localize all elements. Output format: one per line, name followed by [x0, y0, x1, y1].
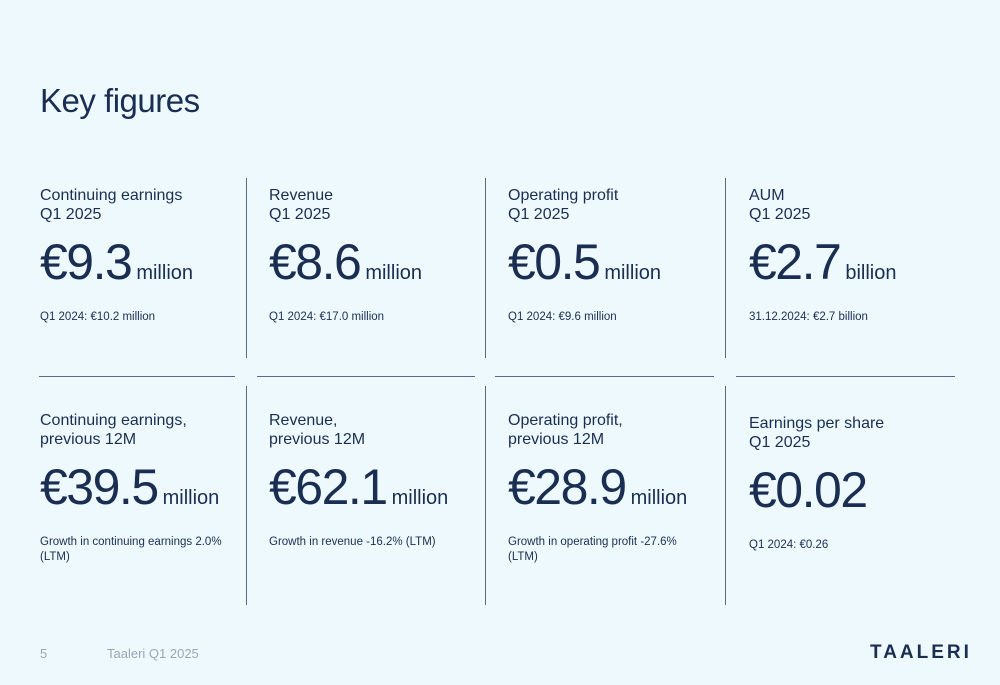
card-label-line1: Continuing earnings,: [40, 412, 187, 429]
card-value-row: €0.5 million: [508, 234, 723, 290]
card-note: 31.12.2024: €2.7 billion: [749, 311, 868, 323]
kpi-card-aum: AUM Q1 2025 €2.7 billion 31.12.2024: €2.…: [749, 186, 964, 325]
kpi-card-operating-profit-12m: Operating profit, previous 12M €28.9 mil…: [508, 411, 723, 565]
card-label-line1: Operating profit,: [508, 412, 623, 429]
card-label: Revenue Q1 2025: [269, 186, 484, 224]
kpi-card-eps: Earnings per share Q1 2025 €0.02 Q1 2024…: [749, 414, 964, 553]
horizontal-divider: [736, 376, 955, 377]
kpi-card-operating-profit: Operating profit Q1 2025 €0.5 million Q1…: [508, 186, 723, 325]
kpi-card-continuing-earnings-12m: Continuing earnings, previous 12M €39.5 …: [40, 411, 255, 565]
kpi-card-continuing-earnings: Continuing earnings Q1 2025 €9.3 million…: [40, 186, 255, 325]
vertical-divider: [725, 386, 726, 605]
card-label-line1: Revenue,: [269, 412, 338, 429]
card-value: €8.6: [269, 234, 362, 290]
vertical-divider: [485, 178, 486, 358]
card-value-row: €9.3 million: [40, 234, 255, 290]
card-unit: million: [391, 487, 449, 509]
card-label: Revenue, previous 12M: [269, 411, 484, 449]
card-unit: million: [604, 262, 662, 284]
card-note: Q1 2024: €0.26: [749, 539, 829, 551]
vertical-divider: [246, 386, 247, 605]
card-value: €62.1: [269, 459, 388, 515]
card-note: Growth in operating profit -27.6% (LTM): [508, 536, 677, 563]
horizontal-divider: [495, 376, 714, 377]
card-unit: million: [365, 262, 423, 284]
card-label: Operating profit Q1 2025: [508, 186, 723, 224]
card-note: Growth in revenue -16.2% (LTM): [269, 536, 436, 548]
card-unit: million: [162, 487, 220, 509]
card-label-line2: previous 12M: [269, 431, 366, 448]
card-note: Q1 2024: €9.6 million: [508, 311, 617, 323]
card-value-row: €39.5 million: [40, 459, 255, 515]
card-label-line1: Continuing earnings: [40, 187, 183, 204]
card-label-line2: previous 12M: [40, 431, 137, 448]
card-value: €2.7: [749, 234, 842, 290]
card-value-row: €2.7 billion: [749, 234, 964, 290]
card-label: AUM Q1 2025: [749, 186, 964, 224]
vertical-divider: [485, 386, 486, 605]
card-value-row: €62.1 million: [269, 459, 484, 515]
card-note: Growth in continuing earnings 2.0% (LTM): [40, 536, 222, 563]
card-label: Earnings per share Q1 2025: [749, 414, 964, 452]
card-value-row: €28.9 million: [508, 459, 723, 515]
card-value-row: €8.6 million: [269, 234, 484, 290]
card-value: €0.5: [508, 234, 601, 290]
vertical-divider: [246, 178, 247, 358]
card-label-line1: Earnings per share: [749, 415, 885, 432]
card-value: €9.3: [40, 234, 133, 290]
kpi-card-revenue: Revenue Q1 2025 €8.6 million Q1 2024: €1…: [269, 186, 484, 325]
page-title: Key figures: [40, 82, 200, 119]
card-note: Q1 2024: €10.2 million: [40, 311, 156, 323]
card-note: Q1 2024: €17.0 million: [269, 311, 385, 323]
footer-report-title: Taaleri Q1 2025: [107, 646, 199, 661]
card-label-line2: Q1 2025: [40, 206, 102, 223]
card-label-line2: Q1 2025: [508, 206, 570, 223]
card-value-row: €0.02: [749, 462, 964, 518]
vertical-divider: [725, 178, 726, 358]
card-label: Continuing earnings Q1 2025: [40, 186, 255, 224]
card-label-line2: Q1 2025: [269, 206, 331, 223]
card-label-line2: Q1 2025: [749, 434, 811, 451]
card-value: €0.02: [749, 462, 868, 518]
card-label-line2: Q1 2025: [749, 206, 811, 223]
card-label-line1: Operating profit: [508, 187, 619, 204]
card-label-line1: Revenue: [269, 187, 334, 204]
horizontal-divider: [39, 376, 235, 377]
card-label-line1: AUM: [749, 187, 785, 204]
card-label: Continuing earnings, previous 12M: [40, 411, 255, 449]
kpi-card-revenue-12m: Revenue, previous 12M €62.1 million Grow…: [269, 411, 484, 550]
horizontal-divider: [257, 376, 475, 377]
card-value: €39.5: [40, 459, 159, 515]
card-value: €28.9: [508, 459, 627, 515]
card-unit: million: [136, 262, 194, 284]
card-label: Operating profit, previous 12M: [508, 411, 723, 449]
taaleri-logo: TAALERI: [870, 642, 972, 663]
card-unit: million: [630, 487, 688, 509]
page-number: 5: [40, 646, 48, 661]
card-unit: billion: [845, 262, 897, 284]
card-label-line2: previous 12M: [508, 431, 605, 448]
